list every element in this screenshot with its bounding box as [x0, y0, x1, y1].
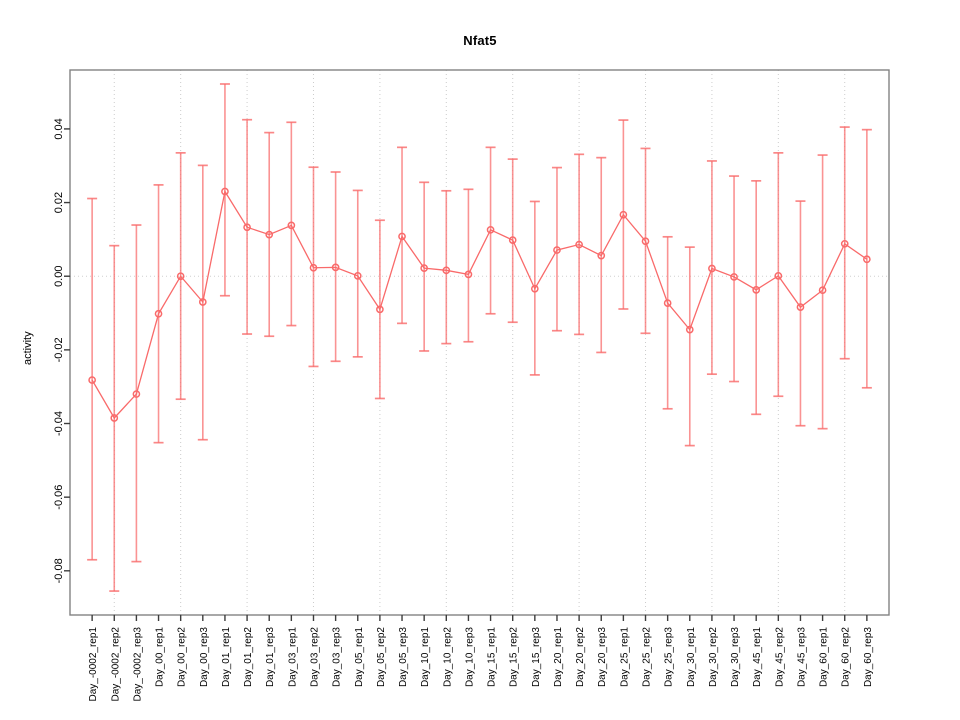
- x-axis-tick-label: Day_45_rep2: [774, 627, 785, 687]
- y-axis-tick-label: -0.06: [53, 485, 65, 510]
- data-point-marker[interactable]: [309, 263, 318, 272]
- data-point-marker[interactable]: [597, 251, 606, 260]
- y-axis-tick-label: -0.08: [53, 558, 65, 583]
- x-axis-tick-label: Day_25_rep1: [619, 627, 630, 687]
- data-point-marker[interactable]: [442, 266, 451, 275]
- x-axis-tick-label: Day_03_rep1: [287, 627, 298, 687]
- x-axis-tick-label: Day_25_rep3: [664, 627, 675, 687]
- x-axis-tick-label: Day_20_rep3: [597, 627, 608, 687]
- x-axis-tick-label: Day_60_rep2: [841, 627, 852, 687]
- x-axis-tick-label: Day_-0002_rep2: [110, 627, 121, 702]
- data-point-marker[interactable]: [685, 325, 694, 334]
- x-axis-tick-label: Day_30_rep1: [686, 627, 697, 687]
- x-axis-tick-label: Day_20_rep2: [575, 627, 586, 687]
- data-point-marker[interactable]: [376, 305, 384, 314]
- data-point-marker[interactable]: [464, 270, 473, 279]
- data-point-marker[interactable]: [88, 376, 96, 384]
- data-point-marker[interactable]: [221, 187, 229, 196]
- data-point-marker[interactable]: [486, 225, 495, 234]
- x-axis-tick-label: Day_00_rep2: [177, 627, 188, 687]
- data-point-marker[interactable]: [508, 236, 517, 244]
- data-point-marker[interactable]: [730, 273, 738, 281]
- data-point-marker[interactable]: [708, 264, 716, 273]
- x-axis-tick-label: Day_15_rep1: [487, 627, 498, 687]
- data-point-marker[interactable]: [331, 263, 340, 272]
- data-point-marker[interactable]: [243, 223, 251, 232]
- data-point-marker[interactable]: [132, 390, 141, 398]
- y-axis-tick-label: 0.00: [53, 266, 65, 287]
- data-point-marker[interactable]: [840, 239, 849, 248]
- x-axis-tick-label: Day_05_rep1: [354, 627, 365, 687]
- data-point-marker[interactable]: [796, 303, 805, 311]
- x-axis-tick-label: Day_00_rep3: [199, 627, 210, 687]
- data-point-marker[interactable]: [663, 299, 672, 307]
- x-axis-tick-label: Day_30_rep3: [730, 627, 741, 687]
- x-axis-tick-label: Day_25_rep2: [642, 627, 653, 687]
- data-point-marker[interactable]: [265, 230, 274, 239]
- data-point-marker[interactable]: [818, 286, 827, 295]
- x-axis-tick-label: Day_10_rep2: [442, 627, 453, 687]
- x-axis-tick-label: Day_01_rep2: [243, 627, 254, 687]
- data-point-marker[interactable]: [619, 210, 628, 219]
- data-point-marker[interactable]: [198, 298, 207, 306]
- x-axis-tick-label: Day_-0002_rep3: [132, 627, 143, 702]
- chart-title: Nfat5: [463, 33, 497, 48]
- x-axis-tick-label: Day_10_rep1: [420, 627, 431, 687]
- x-axis-tick-label: Day_00_rep1: [155, 627, 166, 687]
- x-axis-tick-label: Day_-0002_rep1: [88, 627, 99, 702]
- plot-frame: [69, 69, 890, 616]
- data-point-marker[interactable]: [176, 272, 185, 281]
- x-axis-tick-label: Day_05_rep2: [376, 627, 387, 687]
- x-axis-tick-label: Day_01_rep3: [265, 627, 276, 687]
- data-point-marker[interactable]: [752, 285, 761, 294]
- x-axis-tick-label: Day_01_rep1: [221, 627, 232, 687]
- y-axis-tick-label: -0.04: [53, 411, 65, 436]
- y-axis-tick-label: -0.02: [53, 337, 65, 362]
- x-axis-tick-label: Day_60_rep3: [863, 627, 874, 687]
- x-axis-tick-label: Day_45_rep3: [796, 627, 807, 687]
- data-point-marker[interactable]: [774, 271, 783, 280]
- x-axis-tick-label: Day_03_rep3: [332, 627, 343, 687]
- data-point-marker[interactable]: [553, 246, 561, 254]
- x-axis-tick-label: Day_15_rep3: [531, 627, 542, 687]
- x-axis-tick-label: Day_15_rep2: [509, 627, 520, 687]
- data-point-marker[interactable]: [530, 284, 539, 293]
- data-point-marker[interactable]: [575, 240, 583, 249]
- data-point-marker[interactable]: [154, 309, 163, 318]
- x-axis-tick-label: Day_45_rep1: [752, 627, 763, 687]
- y-axis-tick-label: 0.04: [53, 118, 65, 139]
- x-axis-tick-label: Day_20_rep1: [553, 627, 564, 687]
- data-point-marker[interactable]: [641, 237, 650, 246]
- data-point-marker[interactable]: [398, 232, 406, 241]
- x-axis-tick-label: Day_05_rep3: [398, 627, 409, 687]
- data-point-marker[interactable]: [420, 264, 429, 272]
- y-axis-tick-label: 0.02: [53, 192, 65, 213]
- data-point-marker[interactable]: [353, 271, 362, 280]
- data-point-marker[interactable]: [110, 414, 119, 422]
- data-point-marker[interactable]: [863, 255, 871, 264]
- x-axis-tick-label: Day_03_rep2: [309, 627, 320, 687]
- x-axis-tick-label: Day_10_rep3: [464, 627, 475, 687]
- x-axis-tick-label: Day_30_rep2: [708, 627, 719, 687]
- series-line: [91, 189, 868, 420]
- data-point-marker[interactable]: [287, 221, 296, 230]
- x-axis-tick-label: Day_60_rep1: [819, 627, 830, 687]
